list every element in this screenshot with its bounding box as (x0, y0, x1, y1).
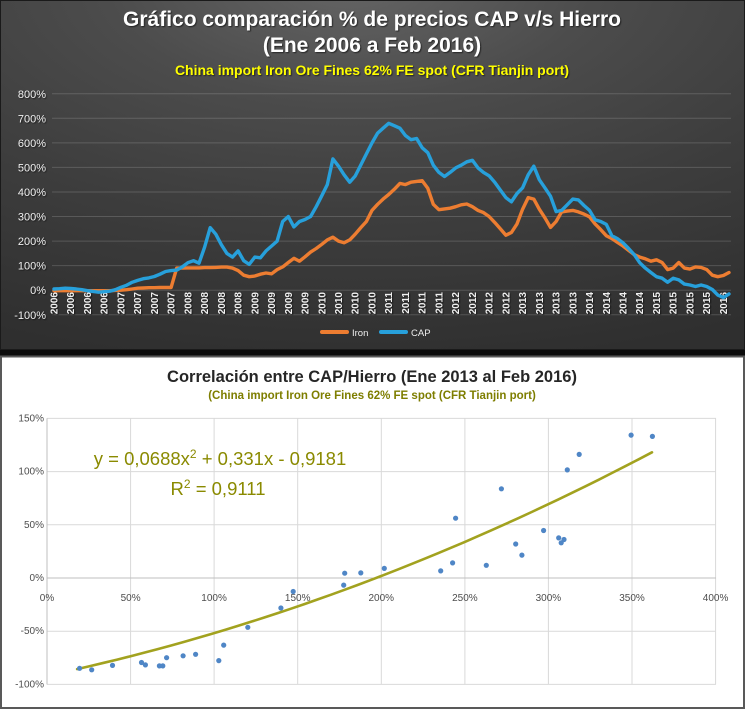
svg-text:400%: 400% (18, 187, 46, 199)
svg-text:100%: 100% (18, 261, 46, 273)
svg-text:300%: 300% (536, 593, 562, 604)
svg-text:2009: 2009 (267, 292, 278, 315)
svg-text:0%: 0% (30, 285, 46, 297)
svg-text:2008: 2008 (234, 292, 245, 315)
svg-text:150%: 150% (18, 413, 44, 424)
svg-text:2016: 2016 (719, 292, 730, 315)
svg-text:2007: 2007 (167, 292, 178, 315)
svg-text:2015: 2015 (702, 292, 713, 315)
svg-text:350%: 350% (619, 593, 645, 604)
svg-text:(China import Iron Ore Fines 6: (China import Iron Ore Fines 62% FE spot… (208, 390, 536, 402)
svg-text:0%: 0% (30, 573, 45, 584)
svg-text:2006: 2006 (50, 292, 61, 315)
svg-text:2007: 2007 (150, 292, 161, 315)
svg-text:2009: 2009 (284, 292, 295, 315)
svg-text:Iron: Iron (352, 328, 368, 339)
svg-text:2013: 2013 (552, 292, 563, 315)
svg-text:2015: 2015 (669, 292, 680, 315)
svg-text:2014: 2014 (635, 292, 646, 315)
svg-text:400%: 400% (703, 593, 729, 604)
svg-text:2013: 2013 (518, 292, 529, 315)
svg-text:2015: 2015 (685, 292, 696, 315)
svg-text:2010: 2010 (368, 292, 379, 315)
svg-text:2014: 2014 (602, 292, 613, 315)
svg-text:China import Iron Ore Fines 62: China import Iron Ore Fines 62% FE spot … (175, 62, 569, 78)
svg-text:2008: 2008 (183, 292, 194, 315)
svg-text:-100%: -100% (15, 679, 44, 690)
svg-text:2012: 2012 (501, 292, 512, 315)
svg-text:2007: 2007 (133, 292, 144, 315)
svg-text:2013: 2013 (535, 292, 546, 315)
svg-text:2009: 2009 (301, 292, 312, 315)
svg-text:2014: 2014 (585, 292, 596, 315)
svg-text:150%: 150% (285, 593, 311, 604)
svg-text:2007: 2007 (116, 292, 127, 315)
svg-text:2013: 2013 (568, 292, 579, 315)
svg-text:2015: 2015 (652, 292, 663, 315)
svg-text:300%: 300% (18, 212, 46, 224)
svg-text:100%: 100% (201, 593, 227, 604)
svg-text:2011: 2011 (384, 292, 395, 314)
svg-text:Correlación entre CAP/Hierro (: Correlación entre CAP/Hierro (Ene 2013 a… (167, 368, 577, 386)
svg-text:2011: 2011 (434, 292, 445, 314)
svg-text:500%: 500% (18, 162, 46, 174)
svg-text:Gráfico comparación % de preci: Gráfico comparación % de precios CAP v/s… (123, 8, 621, 31)
svg-text:50%: 50% (121, 593, 141, 604)
svg-text:2012: 2012 (468, 292, 479, 315)
svg-text:2008: 2008 (200, 292, 211, 315)
svg-text:2006: 2006 (83, 292, 94, 315)
svg-text:-100%: -100% (14, 310, 46, 322)
svg-text:600%: 600% (18, 138, 46, 150)
svg-text:50%: 50% (24, 520, 44, 531)
svg-text:R2 = 0,9111: R2 = 0,9111 (171, 477, 266, 499)
svg-text:2010: 2010 (317, 292, 328, 315)
svg-text:(Ene 2006 a Feb 2016): (Ene 2006 a Feb 2016) (263, 34, 481, 57)
svg-text:100%: 100% (18, 467, 44, 478)
svg-text:2009: 2009 (250, 292, 261, 315)
svg-text:2014: 2014 (619, 292, 630, 315)
svg-text:700%: 700% (18, 113, 46, 125)
svg-text:2010: 2010 (334, 292, 345, 315)
svg-text:2008: 2008 (217, 292, 228, 315)
svg-text:250%: 250% (452, 593, 478, 604)
svg-text:CAP: CAP (411, 328, 431, 339)
svg-text:0%: 0% (40, 593, 55, 604)
svg-text:800%: 800% (18, 89, 46, 101)
svg-text:2011: 2011 (418, 292, 429, 314)
svg-text:2012: 2012 (451, 292, 462, 315)
svg-text:2006: 2006 (66, 292, 77, 315)
svg-text:200%: 200% (18, 236, 46, 248)
svg-text:200%: 200% (369, 593, 395, 604)
svg-text:2010: 2010 (351, 292, 362, 315)
svg-text:2011: 2011 (401, 292, 412, 314)
svg-text:2012: 2012 (485, 292, 496, 315)
svg-text:y = 0,0688x2 + 0,331x - 0,9181: y = 0,0688x2 + 0,331x - 0,9181 (94, 447, 347, 469)
svg-text:-50%: -50% (21, 626, 44, 637)
svg-text:2006: 2006 (100, 292, 111, 315)
